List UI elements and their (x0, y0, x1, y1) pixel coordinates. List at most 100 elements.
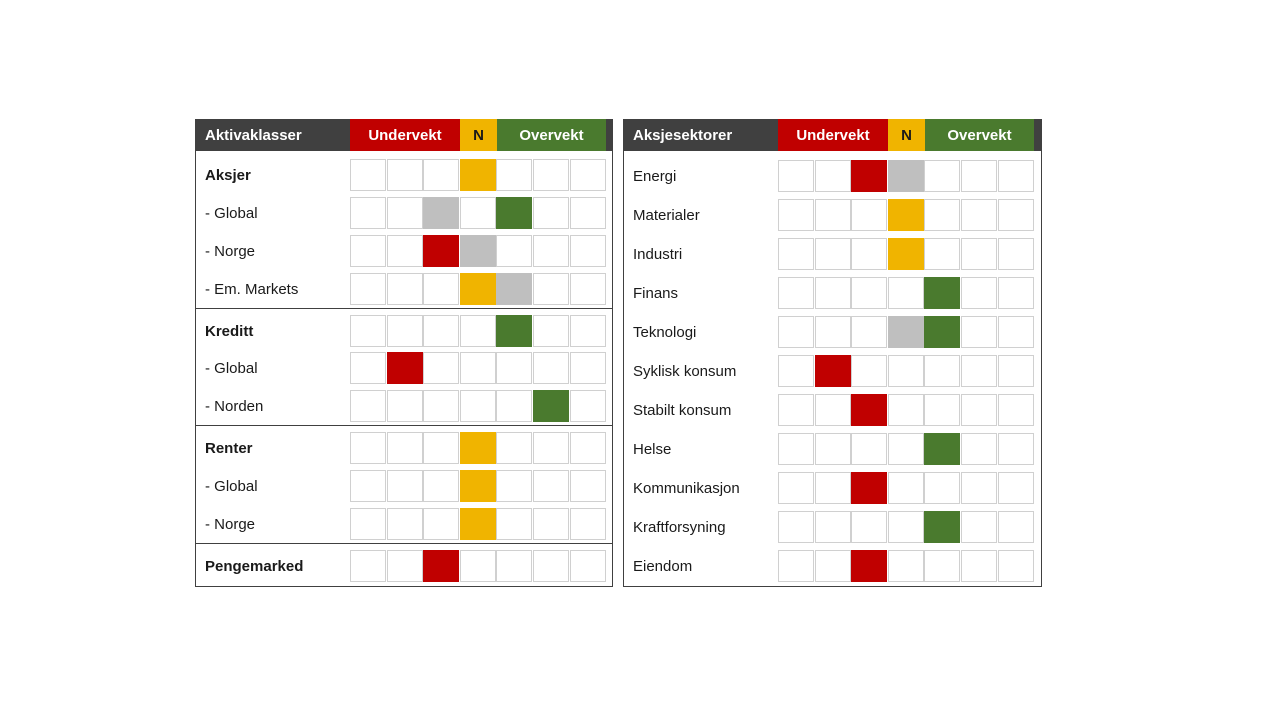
table-row: Finans (624, 274, 1041, 312)
weight-scale (350, 235, 606, 267)
weight-scale (350, 159, 606, 191)
row-label: - Global (205, 204, 258, 222)
weight-cell-empty (386, 432, 423, 464)
weight-cell-yellow (459, 273, 496, 305)
weight-cell-empty (386, 159, 423, 191)
row-label: Kreditt (205, 322, 254, 340)
header-tail (1034, 119, 1042, 151)
weight-cell-empty (350, 390, 386, 422)
weight-cell-empty (386, 235, 423, 267)
row-label: Eiendom (633, 557, 693, 575)
weight-cell-empty (496, 432, 533, 464)
weight-cell-empty (423, 390, 460, 422)
weight-scale (350, 550, 606, 582)
table-row: Teknologi (624, 313, 1041, 351)
weight-cell-red (814, 355, 851, 387)
weight-cell-empty (386, 197, 423, 229)
weight-cell-empty (350, 352, 386, 384)
weight-cell-empty (386, 273, 423, 305)
weight-cell-grey (423, 197, 460, 229)
neutral-header: N (460, 119, 497, 151)
weight-cell-empty (960, 394, 997, 426)
weight-cell-empty (887, 550, 924, 582)
row-label: Stabilt konsum (633, 401, 732, 419)
weight-cell-empty (814, 160, 851, 192)
weight-cell-empty (386, 470, 423, 502)
weight-cell-empty (960, 550, 997, 582)
row-label: - Global (205, 477, 258, 495)
row-label: Teknologi (633, 323, 697, 341)
weight-cell-empty (924, 550, 961, 582)
row-label: Kraftforsyning (633, 518, 726, 536)
weight-cell-empty (423, 352, 460, 384)
weight-cell-empty (851, 277, 888, 309)
weight-cell-yellow (459, 470, 496, 502)
weight-cell-green (532, 390, 569, 422)
weight-cell-empty (960, 433, 997, 465)
weight-cell-grey (459, 235, 496, 267)
weight-cell-empty (997, 277, 1034, 309)
weight-cell-empty (960, 511, 997, 543)
weight-cell-empty (496, 352, 533, 384)
weight-cell-empty (778, 316, 814, 348)
weight-scale (350, 197, 606, 229)
weight-cell-red (851, 550, 888, 582)
row-label: Kommunikasjon (633, 479, 740, 497)
weight-cell-empty (997, 160, 1034, 192)
weight-cell-empty (496, 508, 533, 540)
row-label: - Em. Markets (205, 280, 299, 298)
table-row: Industri (624, 235, 1041, 273)
weight-cell-empty (459, 352, 496, 384)
weight-cell-empty (569, 235, 606, 267)
weight-cell-green (924, 433, 961, 465)
weight-cell-empty (887, 433, 924, 465)
weight-cell-empty (924, 355, 961, 387)
weight-scale (778, 160, 1034, 192)
table-row: - Norden (196, 387, 612, 425)
weight-scale (778, 355, 1034, 387)
weight-cell-empty (569, 197, 606, 229)
weight-cell-empty (851, 511, 888, 543)
table-row: Kommunikasjon (624, 469, 1041, 507)
weight-cell-empty (532, 315, 569, 347)
weight-cell-empty (814, 199, 851, 231)
weight-cell-empty (496, 159, 533, 191)
weight-cell-empty (997, 433, 1034, 465)
table-row: - Global (196, 194, 612, 232)
row-label: Industri (633, 245, 683, 263)
row-label: Finans (633, 284, 679, 302)
weight-cell-empty (997, 511, 1034, 543)
weight-cell-yellow (459, 508, 496, 540)
weight-cell-empty (569, 470, 606, 502)
weight-cell-empty (778, 511, 814, 543)
row-label: - Norden (205, 397, 264, 415)
weight-cell-empty (887, 472, 924, 504)
weight-cell-empty (960, 160, 997, 192)
weight-cell-empty (532, 470, 569, 502)
table-row: Materialer (624, 196, 1041, 234)
weight-scale (350, 390, 606, 422)
weight-cell-empty (496, 235, 533, 267)
weight-cell-empty (350, 550, 386, 582)
weight-cell-green (496, 197, 533, 229)
weight-cell-empty (887, 355, 924, 387)
weight-cell-empty (423, 315, 460, 347)
weight-cell-yellow (459, 432, 496, 464)
weight-cell-empty (459, 390, 496, 422)
asset-class-panel: Aktivaklasser Undervekt N Overvekt Aksje… (195, 119, 613, 587)
row-label: Materialer (633, 206, 700, 224)
weight-cell-empty (350, 273, 386, 305)
weight-cell-empty (350, 159, 386, 191)
weight-cell-red (423, 235, 460, 267)
weight-cell-yellow (887, 238, 924, 270)
overweight-header: Overvekt (497, 119, 606, 151)
weight-cell-green (924, 277, 961, 309)
weight-scale (778, 394, 1034, 426)
weight-cell-empty (814, 550, 851, 582)
row-label: - Norge (205, 515, 256, 533)
weight-cell-empty (496, 390, 533, 422)
weight-cell-empty (924, 199, 961, 231)
weight-scale (350, 432, 606, 464)
equity-sector-title: Aksjesektorer (623, 119, 778, 151)
weight-cell-green (496, 315, 533, 347)
